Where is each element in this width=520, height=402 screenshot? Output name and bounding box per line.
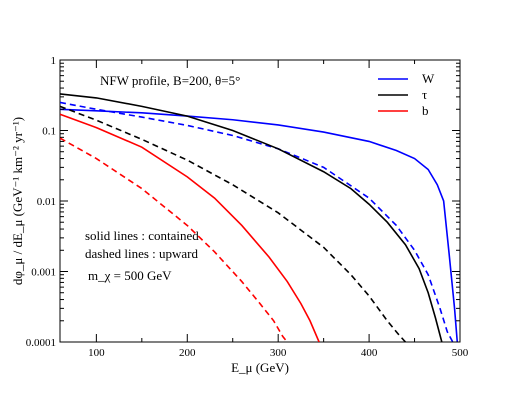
annotation-2: solid lines : contained [85, 228, 199, 243]
series-layer [60, 93, 459, 342]
y-axis-label: dφ_μ / dE_μ (GeV⁻¹ km⁻² yr⁻¹) [10, 117, 25, 285]
ticks-layer: 100 200 300 400 500 0.0001 0.001 0.01 0.1 1 E_μ (G… [10, 55, 469, 375]
x-tick-label: 400 [361, 347, 378, 359]
legend-label: b [422, 103, 429, 118]
x-tick-label: 100 [88, 347, 105, 359]
series-line-dashed [60, 105, 407, 342]
series-line-solid [60, 93, 443, 342]
legend-label: τ [422, 87, 427, 102]
legend: Wτb [378, 71, 435, 118]
annotation-4: m_χ = 500 GeV [88, 268, 172, 283]
annotation-3: dashed lines : upward [85, 246, 199, 261]
series-line-solid [60, 113, 320, 342]
series-line-solid [60, 108, 459, 342]
y-tick-label: 0.01 [37, 196, 56, 208]
series-line-dashed [60, 137, 288, 342]
x-tick-label: 200 [179, 347, 196, 359]
legend-label: W [422, 71, 435, 86]
y-tick-label: 1 [51, 55, 57, 67]
x-tick-label: 500 [452, 347, 469, 359]
series-line-dashed [60, 101, 454, 342]
annotations: NFW profile, B=200, θ=5° solid lines : co… [85, 73, 240, 283]
annotation-1: NFW profile, B=200, θ=5° [100, 73, 240, 88]
y-tick-label: 0.0001 [26, 337, 56, 349]
x-axis-label: E_μ (GeV) [231, 360, 289, 375]
x-tick-label: 300 [270, 347, 287, 359]
y-tick-label: 0.1 [42, 126, 56, 138]
y-tick-label: 0.001 [31, 267, 56, 279]
